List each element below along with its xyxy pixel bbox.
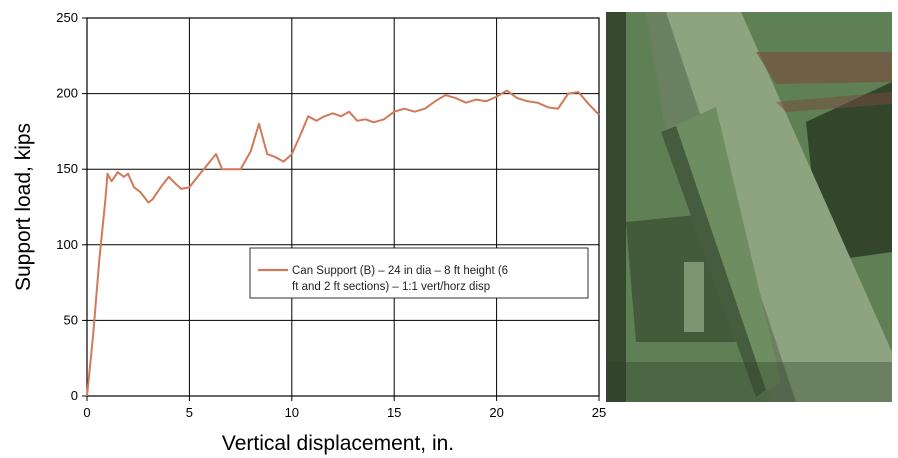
y-axis-title: Support load, kips (12, 123, 35, 291)
can-support-photo (606, 12, 892, 402)
y-tick-label: 0 (71, 388, 78, 403)
x-tick-label: 0 (83, 405, 90, 420)
y-tick-label: 100 (56, 237, 78, 252)
x-tick-label: 15 (387, 405, 401, 420)
x-tick-label: 5 (186, 405, 193, 420)
legend-label-line-1: Can Support (B) – 24 in dia – 8 ft heigh… (292, 265, 508, 277)
x-tick-label: 10 (285, 405, 299, 420)
series-line-can-support-b (86, 89, 600, 397)
axis-ticks (82, 17, 600, 401)
legend: Can Support (B) – 24 in dia – 8 ft heigh… (249, 247, 589, 299)
x-axis-title: Vertical displacement, in. (222, 432, 454, 455)
y-tick-label: 250 (56, 10, 78, 25)
x-tick-label: 25 (592, 405, 606, 420)
x-tick-label: 20 (489, 405, 503, 420)
plot-frame (86, 17, 600, 397)
legend-label-line-2: ft and 2 ft sections) – 1:1 vert/horz di… (292, 281, 490, 293)
can-support-photo-illustration (606, 12, 892, 402)
legend-box (249, 247, 589, 299)
y-tick-label: 200 (56, 86, 78, 101)
y-tick-label: 50 (64, 312, 78, 327)
grid-lines (87, 18, 599, 396)
y-tick-label: 150 (56, 161, 78, 176)
